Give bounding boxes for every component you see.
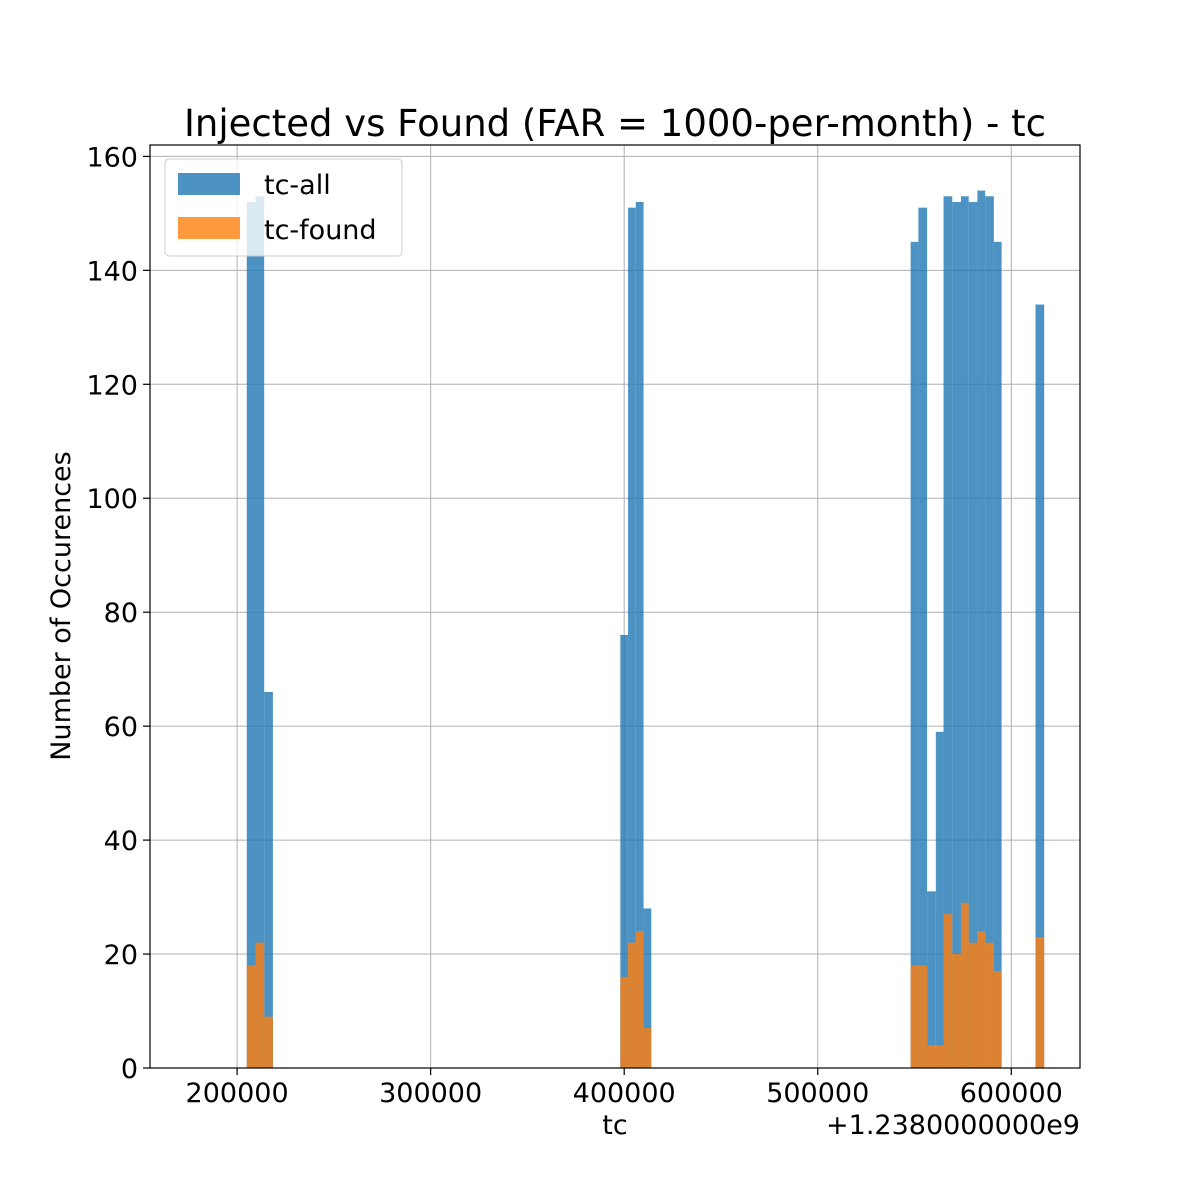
- plot-area-frame: [149, 144, 1081, 1069]
- bar-tc-found: [952, 954, 961, 1068]
- bar-tc-found: [635, 931, 644, 1068]
- bar-tc-found: [985, 942, 994, 1068]
- y-tick-label: 80: [104, 598, 138, 629]
- ticks: 200000 300000 400000 500000 600000 0 20 40 60 80 1…: [86, 142, 1062, 1109]
- legend: tc-all tc-found: [164, 158, 403, 257]
- y-tick-label: 0: [121, 1054, 138, 1085]
- bar-tc-all: [628, 207, 636, 1068]
- y-tick-label: 20: [104, 940, 138, 971]
- bar-tc-found: [943, 914, 953, 1068]
- bar-tc-found: [264, 1016, 273, 1068]
- bar-tc-all: [910, 241, 919, 1068]
- bars: [246, 190, 1045, 1068]
- bar-tc-found: [927, 1045, 936, 1068]
- bar-tc-found: [977, 931, 986, 1068]
- bar-tc-all: [968, 201, 978, 1068]
- bar-tc-all: [927, 891, 936, 1068]
- bar-tc-found: [1035, 936, 1045, 1068]
- x-axis-label: tc: [602, 1110, 627, 1141]
- bar-tc-all: [935, 731, 944, 1068]
- bar-tc-found: [620, 976, 629, 1068]
- bar-tc-found: [643, 1028, 652, 1068]
- y-tick-label: 120: [86, 370, 138, 401]
- x-tick-label: 500000: [766, 1078, 869, 1109]
- bar-tc-all: [977, 190, 986, 1068]
- bar-tc-all: [943, 196, 953, 1068]
- bar-tc-found: [993, 971, 1002, 1068]
- legend-swatch-tc-all: [178, 173, 240, 195]
- x-axis-offset-label: +1.2380000000e9: [826, 1110, 1080, 1141]
- y-tick-label: 160: [86, 142, 138, 173]
- bar-tc-all: [993, 241, 1002, 1068]
- y-tick-label: 100: [86, 484, 138, 515]
- bar-tc-all: [620, 634, 629, 1068]
- bar-tc-found: [910, 965, 919, 1068]
- x-tick-label: 600000: [960, 1078, 1063, 1109]
- y-tick-label: 40: [104, 826, 138, 857]
- bar-tc-all: [255, 196, 265, 1068]
- bar-tc-found: [255, 942, 265, 1068]
- bar-tc-all: [952, 201, 961, 1068]
- bar-tc-all: [635, 201, 644, 1068]
- bar-tc-all: [985, 196, 994, 1068]
- bar-tc-all: [264, 691, 273, 1068]
- bar-tc-all: [1035, 304, 1045, 1068]
- x-tick-label: 300000: [379, 1078, 482, 1109]
- chart-title: Injected vs Found (FAR = 1000-per-month)…: [184, 102, 1046, 145]
- y-tick-label: 60: [104, 712, 138, 743]
- y-axis-label: Number of Occurences: [46, 451, 77, 760]
- bar-tc-found: [628, 942, 636, 1068]
- x-tick-label: 200000: [186, 1078, 289, 1109]
- bar-tc-found: [968, 942, 978, 1068]
- bar-tc-all: [246, 201, 256, 1068]
- bar-tc-all: [643, 908, 652, 1068]
- bar-tc-found: [918, 965, 928, 1068]
- bar-tc-all: [918, 207, 928, 1068]
- legend-swatch-tc-found: [178, 217, 240, 239]
- legend-label-tc-all: tc-all: [264, 170, 331, 201]
- bar-tc-found: [935, 1045, 944, 1068]
- x-tick-label: 400000: [573, 1078, 676, 1109]
- bar-tc-found: [960, 902, 969, 1068]
- bar-tc-found: [246, 965, 256, 1068]
- legend-label-tc-found: tc-found: [264, 215, 377, 246]
- bar-tc-all: [960, 196, 969, 1068]
- y-tick-label: 140: [86, 256, 138, 287]
